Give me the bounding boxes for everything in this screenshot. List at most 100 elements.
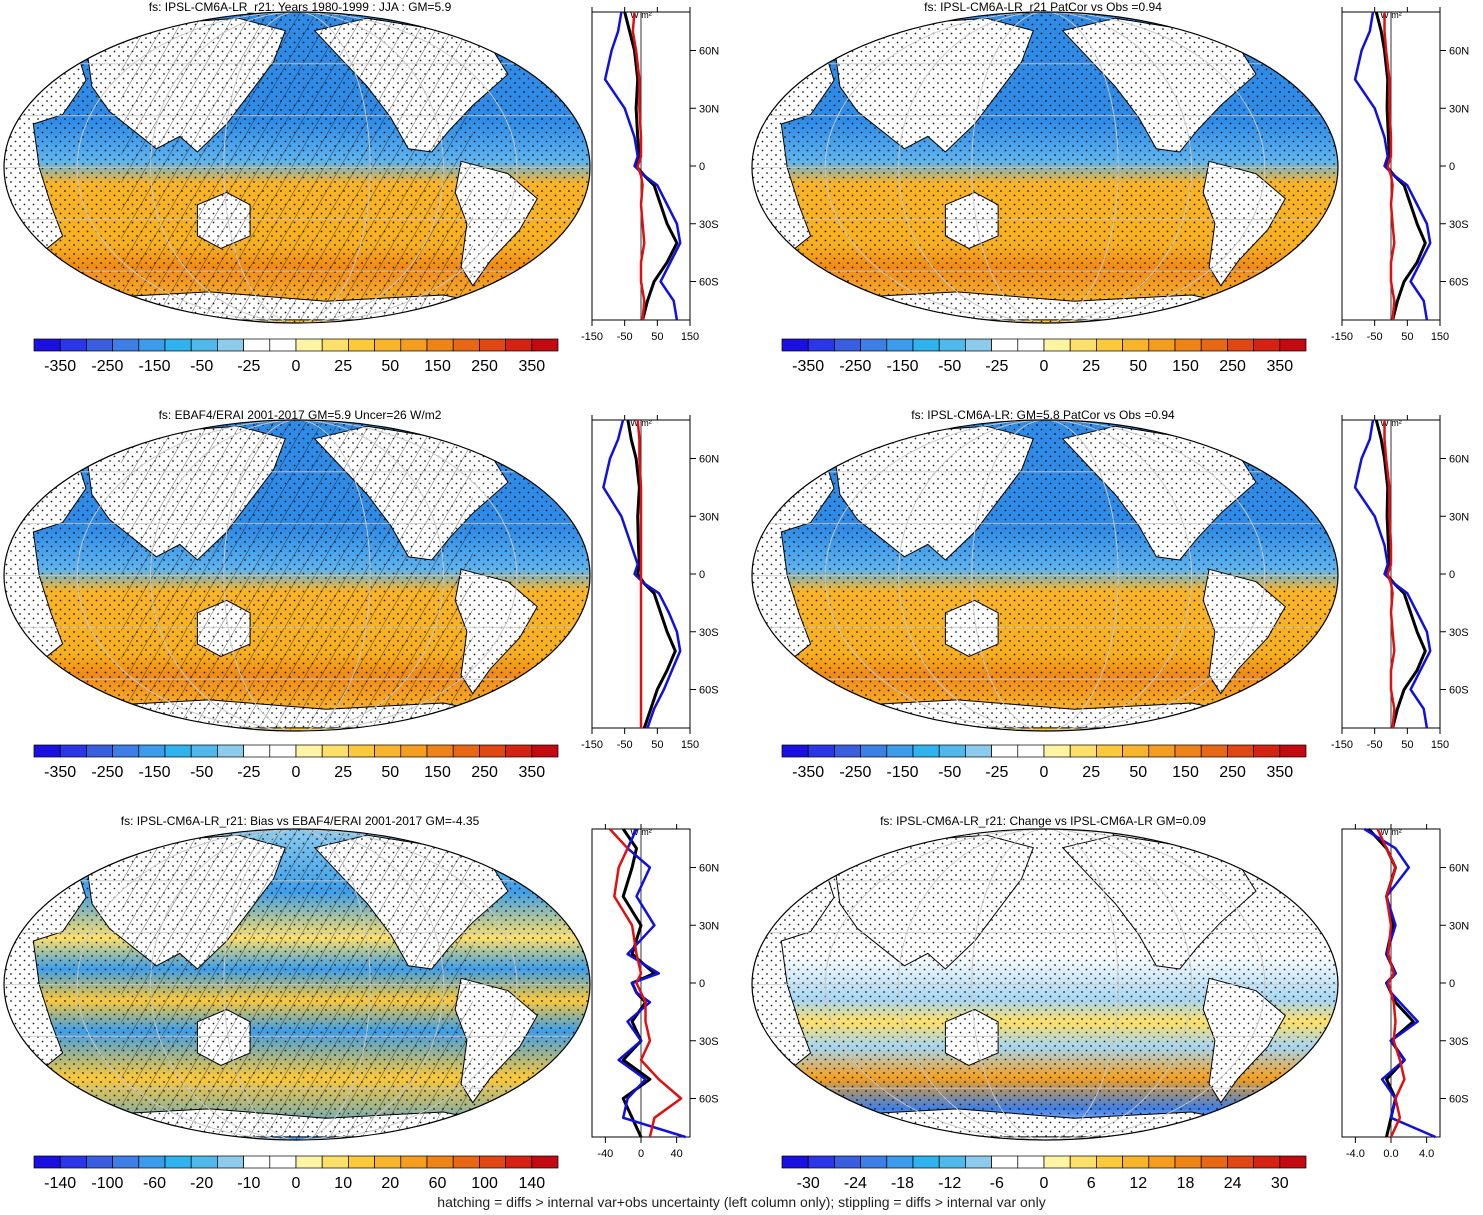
colorbar-swatch: [269, 1155, 297, 1169]
colorbar-tick-label: 350: [1266, 358, 1293, 375]
colorbar-tick-label: 50: [1129, 764, 1147, 781]
colorbar-swatch: [59, 338, 87, 352]
colorbar-swatch: [1069, 744, 1097, 758]
colorbar-swatch: [912, 338, 940, 352]
map-panel-4: fs: IPSL-CM6A-LR: GM=5.8 PatCor vs Obs =…: [751, 408, 1339, 732]
panel-title: fs: IPSL-CM6A-LR_r21: Bias vs EBAF4/ERAI…: [121, 814, 480, 828]
zonal-series-blue: [603, 11, 682, 321]
colorbar-swatch: [374, 338, 402, 352]
y-tick-label: 30N: [699, 103, 719, 115]
y-tick-label: 60N: [699, 454, 719, 466]
y-tick-label: 0: [1449, 978, 1455, 990]
colorbar-tick-label: 0: [1040, 358, 1049, 375]
colorbar-swatch: [164, 1155, 192, 1169]
colorbar-tick-label: 100: [471, 1175, 498, 1192]
colorbar-tick-label: 0: [1040, 764, 1049, 781]
colorbar-swatch: [400, 1155, 428, 1169]
colorbar-tick-label: 6: [1087, 1175, 1096, 1192]
colorbar-tick-label: -250: [91, 764, 123, 781]
y-tick-label: 0: [699, 161, 705, 173]
graticule-lon: [898, 829, 1192, 1140]
graticule-lon: [824, 420, 1266, 731]
y-tick-label: 30S: [1449, 219, 1469, 231]
colorbar-swatch: [138, 744, 166, 758]
colorbar-swatch: [452, 338, 480, 352]
colorbar-3: -350 -250 -150 -50 -25 0 25 50 150 250 350: [33, 744, 559, 781]
colorbar-swatch: [86, 744, 113, 758]
x-tick-label: 50: [1401, 739, 1413, 751]
y-tick-label: 30N: [1449, 511, 1469, 523]
colorbar-swatch: [965, 1155, 992, 1169]
colorbar-swatch: [781, 744, 809, 758]
colorbar-tick-label: 250: [471, 764, 498, 781]
colorbar-swatch: [374, 1155, 402, 1169]
y-tick-label: 30N: [1449, 103, 1469, 115]
unit-label: W m²: [1380, 10, 1402, 20]
colorbar-swatch: [348, 1155, 375, 1169]
map-border: [751, 828, 1339, 1141]
x-tick-label: -50: [1367, 739, 1383, 751]
colorbar-swatch: [991, 744, 1019, 758]
colorbar-swatch: [479, 744, 506, 758]
colorbar-swatch: [452, 1155, 480, 1169]
colorbar-swatch: [190, 1155, 218, 1169]
x-tick-label: -50: [1367, 331, 1383, 343]
colorbar-swatch: [1043, 744, 1071, 758]
graticule-lon: [76, 12, 518, 323]
colorbar-swatch: [243, 744, 271, 758]
colorbar-swatch: [938, 1155, 966, 1169]
colorbar-swatch: [1017, 1155, 1045, 1169]
x-tick-label: -4.0: [1346, 1148, 1365, 1160]
colorbar-tick-label: -12: [938, 1175, 961, 1192]
colorbar-swatch: [807, 744, 835, 758]
colorbar-swatch: [112, 744, 140, 758]
panel-title: fs: IPSL-CM6A-LR_r21 PatCor vs Obs =0.94: [924, 0, 1162, 14]
colorbar-tick-label: 350: [518, 764, 545, 781]
colorbar-tick-label: 140: [518, 1175, 545, 1192]
colorbar-swatch: [965, 338, 992, 352]
colorbar-swatch: [348, 744, 375, 758]
graticule-lon: [150, 12, 444, 323]
unit-label: W m²: [1380, 418, 1402, 428]
colorbar-swatch: [1122, 744, 1150, 758]
colorbar-swatch: [781, 338, 809, 352]
x-tick-label: 50: [1401, 331, 1413, 343]
x-tick-label: 0.0: [1383, 1148, 1398, 1160]
colorbar-tick-label: -6: [990, 1175, 1004, 1192]
colorbar-swatch: [991, 338, 1019, 352]
zonal-series-blue: [617, 828, 686, 1139]
y-tick-label: 60S: [699, 685, 719, 697]
graticule-lon: [150, 420, 444, 731]
x-tick-label: 150: [1431, 331, 1449, 343]
colorbar-swatch: [807, 1155, 835, 1169]
colorbar-swatch: [807, 338, 835, 352]
colorbar-swatch: [938, 744, 966, 758]
colorbar-swatch: [1174, 1155, 1202, 1169]
colorbar-swatch: [1069, 1155, 1097, 1169]
colorbar-tick-label: 0: [1040, 1175, 1049, 1192]
colorbar-swatch: [426, 1155, 454, 1169]
y-tick-label: 30S: [1449, 627, 1469, 639]
colorbar-swatch: [1148, 744, 1176, 758]
zonal-mean-plot-4: W m² -150 -50 50 150 60N 30N 0 30S 60S: [1331, 415, 1469, 751]
colorbar-tick-label: -350: [792, 358, 824, 375]
colorbar-swatch: [374, 744, 402, 758]
y-tick-label: 30S: [699, 219, 719, 231]
x-tick-label: -50: [617, 331, 633, 343]
colorbar-tick-label: 150: [424, 358, 451, 375]
colorbar-swatch: [1043, 338, 1071, 352]
zonal-series-red: [1383, 420, 1396, 729]
colorbar-swatch: [426, 338, 454, 352]
map-panel-3: fs: EBAF4/ERAI 2001-2017 GM=5.9 Uncer=26…: [3, 408, 591, 732]
colorbar-swatch: [1017, 744, 1045, 758]
colorbar-5: -140 -100 -60 -20 -10 0 10 20 60 100 140: [33, 1155, 559, 1192]
unit-label: W m²: [1380, 827, 1402, 837]
colorbar-swatch: [479, 338, 506, 352]
graticule-lon: [824, 829, 1266, 1140]
x-tick-label: 0: [638, 1148, 644, 1160]
y-tick-label: 60S: [1449, 1094, 1469, 1106]
colorbar-swatch: [531, 1155, 559, 1169]
colorbar-tick-label: 50: [1129, 358, 1147, 375]
colorbar-swatch: [321, 1155, 349, 1169]
